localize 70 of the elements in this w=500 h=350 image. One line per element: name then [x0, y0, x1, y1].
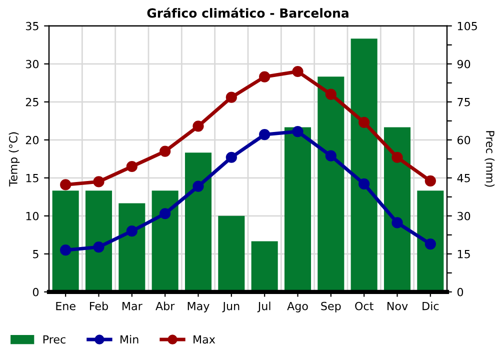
y2-tick-label: 15 [458, 250, 470, 258]
point [192, 120, 204, 132]
legend-label: Max [194, 335, 216, 344]
point [292, 126, 304, 138]
bar [52, 190, 79, 292]
y2-tick-label: 45 [457, 174, 470, 182]
y2-tick-label: 30 [458, 212, 470, 220]
point [192, 180, 204, 192]
x-tick-label: Mar [122, 302, 142, 310]
y-tick-label: 35 [26, 22, 38, 30]
point [292, 66, 304, 78]
point [226, 92, 237, 103]
point [325, 88, 336, 100]
point [226, 152, 237, 163]
chart-title: Gráfico climático - Barcelona [147, 8, 348, 18]
x-tick-label: Sep [321, 302, 341, 312]
y-tick-label: 10 [26, 212, 39, 220]
x-tick-label: May [188, 302, 210, 312]
point [325, 150, 336, 162]
point [259, 71, 270, 82]
y2-axis-title: Prec (mm) [484, 131, 495, 187]
y-tick-label: 15 [26, 174, 38, 182]
x-tick-label: Jun [222, 302, 240, 312]
x-tick-label: Feb [90, 302, 108, 310]
point [93, 176, 104, 188]
point [424, 175, 436, 186]
x-tick-label: Ene [56, 302, 76, 310]
bar [152, 190, 178, 292]
point [160, 208, 171, 220]
point [358, 116, 370, 128]
point [392, 217, 403, 228]
bar [85, 190, 112, 292]
x-tick-label: Abr [156, 302, 175, 310]
y-tick-label: 30 [26, 60, 39, 68]
x-tick-label: Oct [355, 302, 374, 310]
x-tick-label: Jul [257, 302, 270, 312]
y-tick-label: 5 [33, 250, 38, 258]
legend-label: Min [120, 334, 138, 344]
bar [318, 76, 344, 292]
y-axis-title: Temp (°C) [8, 132, 20, 186]
x-tick-label: Ago [287, 302, 308, 312]
point [126, 160, 138, 172]
y2-tick-label: 90 [457, 60, 470, 68]
bar [284, 127, 312, 292]
y2-tick-label: 75 [458, 98, 470, 106]
x-tick-label: Dic [422, 302, 439, 310]
bar [384, 127, 411, 292]
y-tick-label: 20 [26, 136, 39, 144]
y2-tick-label: 0 [457, 288, 464, 296]
bar [218, 216, 245, 292]
point [358, 178, 370, 190]
y2-tick-label: 105 [458, 22, 477, 30]
point [424, 238, 436, 250]
point [93, 242, 104, 253]
point [126, 226, 138, 237]
bar [417, 190, 444, 292]
bar [350, 38, 378, 292]
bar [118, 203, 146, 292]
legend-label: Prec [43, 335, 66, 344]
y2-tick-label: 60 [458, 136, 470, 144]
point [160, 146, 171, 157]
point [60, 179, 72, 190]
y-tick-label: 0 [32, 288, 39, 296]
y-tick-label: 25 [26, 98, 38, 106]
bar [184, 152, 212, 292]
x-tick-label: Nov [387, 302, 408, 310]
point [60, 244, 72, 256]
point [259, 129, 270, 140]
point [392, 152, 403, 163]
bar [251, 241, 278, 292]
